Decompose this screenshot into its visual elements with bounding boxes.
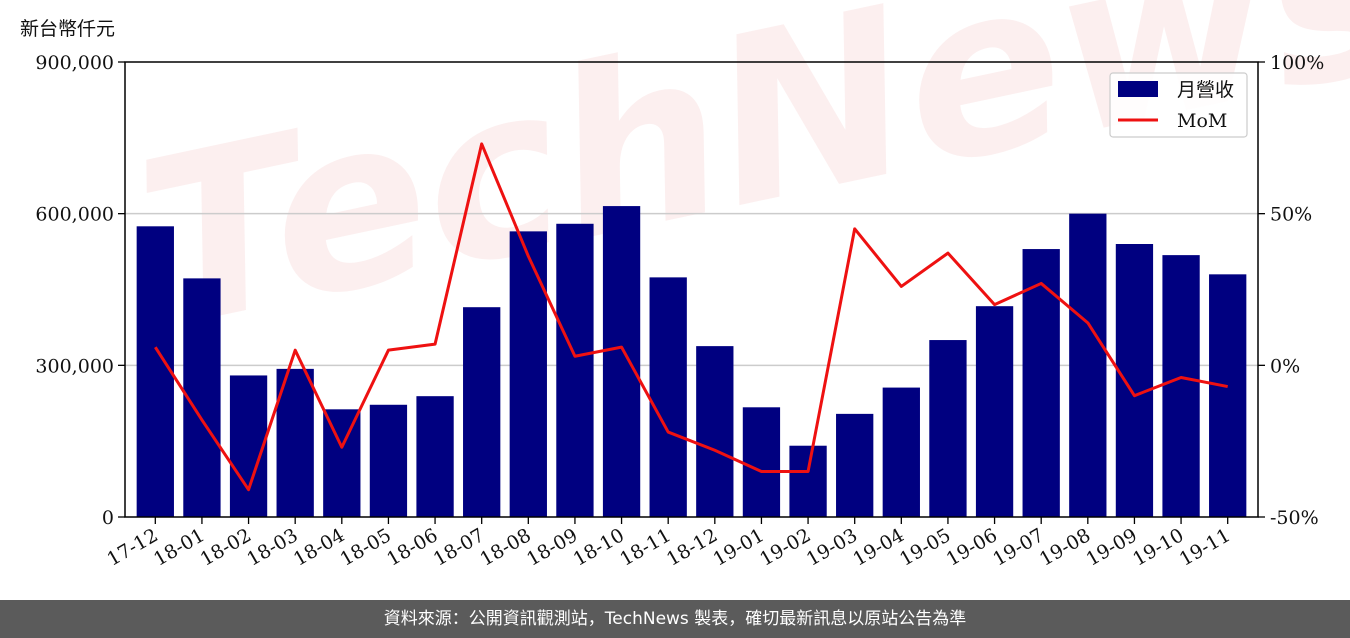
left-tick-label: 0 <box>102 507 114 529</box>
bar-18-10 <box>602 206 641 518</box>
legend-label-bar: 月營收 <box>1177 79 1234 101</box>
bar-19-11 <box>1209 274 1247 517</box>
x-tick-label: 18-07 <box>430 524 488 570</box>
bar-19-09 <box>1115 244 1154 517</box>
plot-frame <box>124 61 1259 518</box>
bar-18-02 <box>229 375 268 517</box>
bar-19-05 <box>929 340 967 517</box>
bar-18-09 <box>556 223 594 517</box>
x-tick-label: 19-10 <box>1129 524 1187 570</box>
bar-18-05 <box>369 404 408 517</box>
x-tick-label: 19-11 <box>1176 524 1234 570</box>
x-tick-label: 19-05 <box>896 524 954 570</box>
bar-18-03 <box>276 368 314 517</box>
x-tick-label: 18-08 <box>476 524 534 570</box>
bar-19-10 <box>1162 255 1200 517</box>
x-tick-label: 19-03 <box>803 524 861 570</box>
right-tick-label: 50% <box>1270 204 1312 226</box>
bar-19-03 <box>836 413 874 517</box>
x-tick-label: 19-08 <box>1036 524 1094 570</box>
x-tick-label: 18-09 <box>523 524 581 570</box>
bar-19-01 <box>742 407 781 517</box>
x-tick-label: 19-02 <box>756 524 814 570</box>
bar-17-12 <box>136 226 174 518</box>
x-tick-label: 18-12 <box>663 524 721 570</box>
bar-18-04 <box>323 409 361 517</box>
revenue-chart: 0 300,000 600,000 900,000 -50% 0% 50% 100% 17-12… <box>35 52 1324 571</box>
mom-line <box>154 142 1228 492</box>
right-tick-label: 0% <box>1270 355 1300 377</box>
x-tick-label: 18-04 <box>290 524 348 570</box>
x-tick-label: 18-11 <box>616 524 674 570</box>
legend-label-line: MoM <box>1177 110 1227 132</box>
bar-series <box>136 206 1247 518</box>
x-tick-label: 19-07 <box>989 524 1047 570</box>
left-tick-label: 300,000 <box>35 355 114 377</box>
left-tick-label: 900,000 <box>35 52 114 74</box>
bar-18-06 <box>416 396 454 517</box>
x-tick-label: 18-10 <box>570 524 628 570</box>
footer-source-note: 資料來源：公開資訊觀測站，TechNews 製表，確切最新訊息以原站公告為準 <box>0 600 1350 638</box>
bar-18-11 <box>649 277 687 517</box>
x-tick-label: 19-04 <box>849 524 907 570</box>
bar-18-07 <box>463 307 501 517</box>
x-tick-label: 18-01 <box>150 524 208 570</box>
right-tick-label: -50% <box>1270 507 1319 529</box>
bar-18-12 <box>696 346 734 517</box>
x-tick-label: 18-05 <box>336 524 394 570</box>
bar-19-06 <box>975 306 1014 517</box>
bar-18-01 <box>183 278 221 517</box>
bar-19-02 <box>789 445 827 517</box>
bar-18-08 <box>509 231 547 517</box>
left-tick-label: 600,000 <box>35 204 114 226</box>
x-tick-label: 19-01 <box>709 524 767 570</box>
bar-19-08 <box>1069 213 1107 517</box>
legend-swatch-bar <box>1118 81 1158 97</box>
x-tick-label: 18-03 <box>243 524 301 570</box>
legend: 月營收 MoM <box>1109 72 1248 138</box>
right-tick-label: 100% <box>1270 52 1324 74</box>
x-tick-label: 18-02 <box>197 524 255 570</box>
x-tick-label: 17-12 <box>103 524 161 570</box>
x-tick-label: 18-06 <box>383 524 441 570</box>
line-series <box>154 142 1228 492</box>
x-tick-label: 19-09 <box>1083 524 1141 570</box>
x-tick-label: 19-06 <box>943 524 1001 570</box>
y-axis-unit-label: 新台幣仟元 <box>20 18 116 40</box>
bar-19-04 <box>882 387 920 517</box>
